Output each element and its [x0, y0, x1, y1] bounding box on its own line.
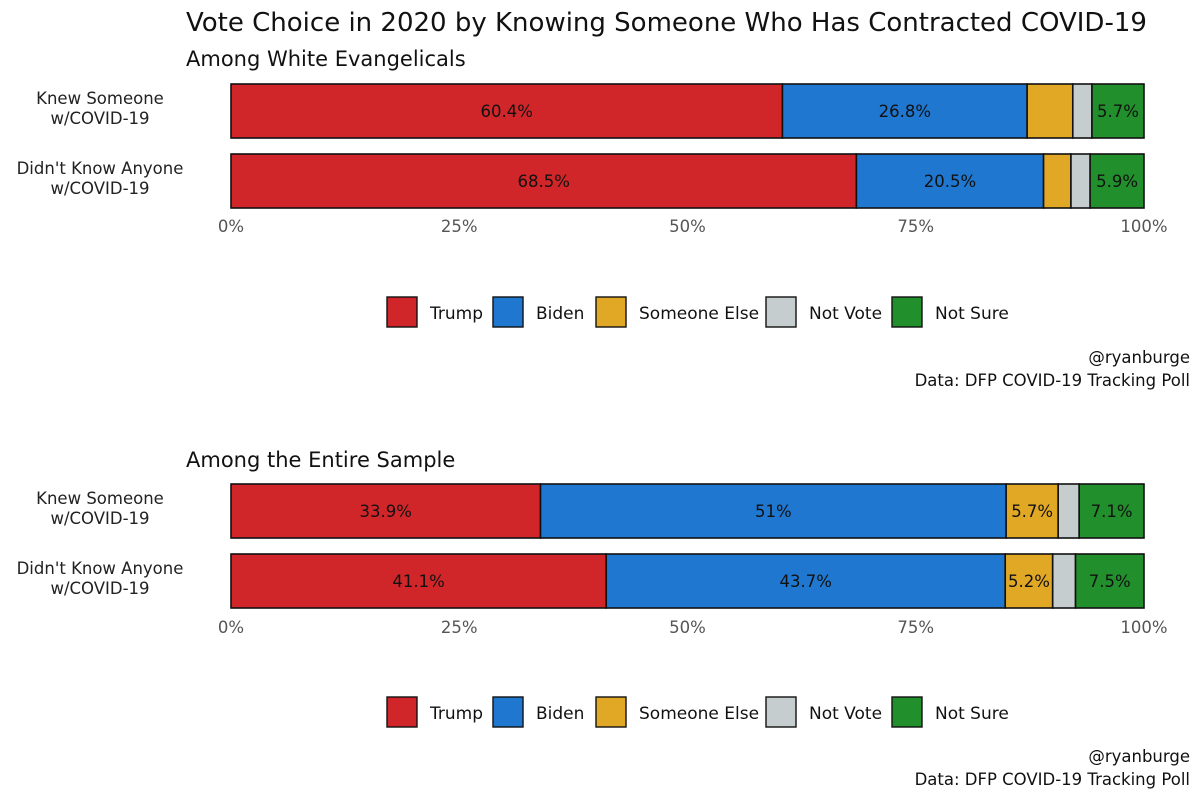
legend-label-trump: Trump	[429, 704, 483, 724]
data-label: 51%	[755, 502, 792, 521]
data-label: 68.5%	[517, 172, 569, 191]
bar-biden	[781, 83, 1028, 139]
bar-else	[1004, 553, 1054, 609]
legend-label-trump: Trump	[429, 304, 483, 324]
data-label: 60.4%	[481, 102, 533, 121]
data-label: 7.1%	[1091, 502, 1133, 521]
category-label: Knew Someone w/COVID-19	[36, 89, 164, 128]
bar-row: Knew Someone w/COVID-19 33.9% 51% 5.7% 7.1%	[36, 483, 1145, 539]
legend-swatch-biden	[492, 696, 524, 728]
x-tick-label: 75%	[897, 618, 934, 637]
data-label: 5.7%	[1011, 502, 1053, 521]
x-tick-label: 0%	[218, 618, 244, 637]
bar-biden	[605, 553, 1007, 609]
legend-label-notsure: Not Sure	[935, 304, 1009, 324]
legend-label-biden: Biden	[536, 304, 584, 324]
legend-label-notsure: Not Sure	[935, 704, 1009, 724]
caption-handle: @ryanburge	[1088, 348, 1190, 367]
category-label: Knew Someone w/COVID-19	[36, 489, 164, 528]
bar-else	[1005, 483, 1059, 539]
chart-subtitle: Among White Evangelicals	[186, 47, 466, 71]
bar-else	[1026, 83, 1074, 139]
legend-swatch-notsure	[891, 696, 923, 728]
bar-notvote	[1070, 153, 1091, 209]
legend-swatch-trump	[386, 696, 418, 728]
legend-swatch-else	[595, 696, 627, 728]
category-label-line: w/COVID-19	[50, 579, 149, 598]
caption-source: Data: DFP COVID-19 Tracking Poll	[915, 371, 1190, 390]
x-tick-label: 25%	[441, 217, 478, 236]
bar-trump	[230, 483, 542, 539]
x-tick-label: 100%	[1120, 217, 1167, 236]
bar-row: Knew Someone w/COVID-19 60.4% 26.8% 5.7%	[36, 83, 1145, 139]
category-label-line: Didn't Know Anyone	[17, 159, 184, 178]
data-label: 5.9%	[1096, 172, 1138, 191]
bar-notvote	[1051, 553, 1077, 609]
legend-swatch-else	[595, 296, 627, 328]
bar-notsure	[1091, 83, 1145, 139]
legend-label-notvote: Not Vote	[809, 704, 882, 724]
data-label: 26.8%	[879, 102, 931, 121]
legend-swatch-trump	[386, 296, 418, 328]
data-label: 41.1%	[392, 572, 444, 591]
legend-label-notvote: Not Vote	[809, 304, 882, 324]
legend-label-else: Someone Else	[639, 704, 759, 724]
caption-source: Data: DFP COVID-19 Tracking Poll	[915, 770, 1190, 789]
legend: Trump Biden Someone Else Not Vote Not Sure	[386, 696, 1009, 728]
category-label-line: Knew Someone	[36, 489, 164, 508]
legend: Trump Biden Someone Else Not Vote Not Sure	[386, 296, 1009, 328]
category-label-line: Knew Someone	[36, 89, 164, 108]
legend-swatch-notvote	[765, 296, 797, 328]
data-label: 5.2%	[1008, 572, 1050, 591]
bar-row: Didn't Know Anyone w/COVID-19 41.1% 43.7% 5.…	[17, 553, 1145, 609]
legend-swatch-biden	[492, 296, 524, 328]
category-label-line: w/COVID-19	[50, 509, 149, 528]
data-label: 20.5%	[924, 172, 976, 191]
data-label: 33.9%	[360, 502, 412, 521]
bar-notsure	[1074, 553, 1145, 609]
bar-trump	[230, 83, 784, 139]
bar-notvote	[1071, 83, 1093, 139]
category-label-line: Didn't Know Anyone	[17, 559, 184, 578]
caption-handle: @ryanburge	[1088, 747, 1190, 766]
category-label: Didn't Know Anyone w/COVID-19	[17, 559, 184, 598]
category-label: Didn't Know Anyone w/COVID-19	[17, 159, 184, 198]
x-tick-label: 100%	[1120, 618, 1167, 637]
bar-notsure	[1078, 483, 1145, 539]
data-label: 5.7%	[1097, 102, 1139, 121]
x-tick-label: 50%	[669, 217, 706, 236]
legend-swatch-notsure	[891, 296, 923, 328]
bar-biden	[855, 153, 1045, 209]
bar-notvote	[1057, 483, 1080, 539]
x-tick-label: 0%	[218, 217, 244, 236]
x-tick-label: 50%	[669, 618, 706, 637]
bar-trump	[230, 153, 858, 209]
category-label-line: w/COVID-19	[50, 109, 149, 128]
chart-title: Vote Choice in 2020 by Knowing Someone W…	[186, 8, 1147, 38]
bar-notsure	[1089, 153, 1145, 209]
legend-label-biden: Biden	[536, 704, 584, 724]
category-label-line: w/COVID-19	[50, 179, 149, 198]
legend-label-else: Someone Else	[639, 304, 759, 324]
legend-swatch-notvote	[765, 696, 797, 728]
bar-row: Didn't Know Anyone w/COVID-19 68.5% 20.5% 5.…	[17, 153, 1145, 209]
x-tick-label: 25%	[441, 618, 478, 637]
bar-biden	[539, 483, 1007, 539]
chart-subtitle: Among the Entire Sample	[186, 448, 455, 472]
data-label: 43.7%	[780, 572, 832, 591]
bar-else	[1042, 153, 1072, 209]
x-tick-label: 75%	[897, 217, 934, 236]
data-label: 7.5%	[1089, 572, 1131, 591]
